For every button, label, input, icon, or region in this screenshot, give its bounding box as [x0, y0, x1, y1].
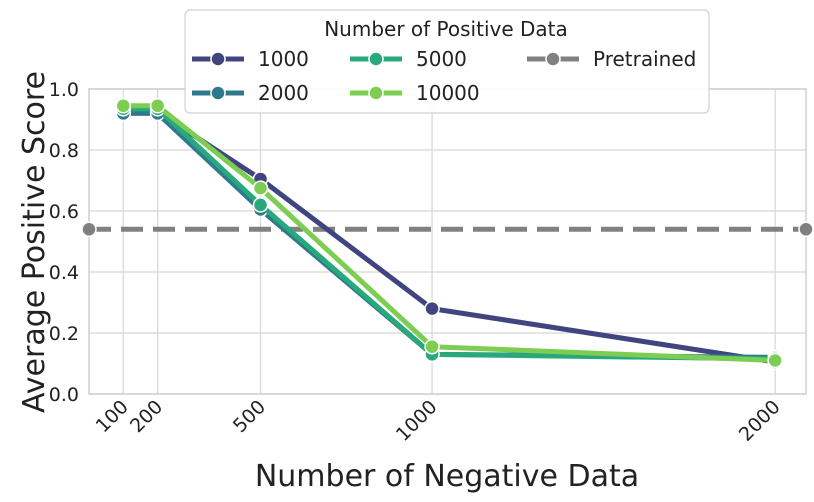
reference-lines — [81, 221, 814, 238]
legend-items: 1000 2000 5000 10000 Pretrained — [192, 47, 696, 105]
legend-label: 10000 — [416, 81, 480, 105]
x-axis-label: Number of Negative Data — [255, 459, 639, 494]
legend-label: 1000 — [258, 47, 309, 71]
series — [115, 98, 783, 370]
legend: Number of Positive Data 1000200050001000… — [184, 9, 710, 114]
reference-marker — [81, 221, 97, 238]
series-line — [123, 109, 776, 365]
reference-marker — [798, 221, 814, 238]
data-point — [767, 352, 783, 369]
legend-marker — [368, 51, 384, 67]
legend-marker — [210, 85, 226, 101]
x-tick-label: 2000 — [735, 396, 785, 446]
data-point — [252, 180, 269, 196]
y-tick-label: 0.0 — [49, 384, 79, 406]
legend-item-1000: 1000 — [192, 47, 309, 71]
data-point — [424, 300, 440, 317]
x-tick-label: 1000 — [392, 396, 442, 446]
data-point — [115, 98, 132, 114]
data-point — [424, 338, 440, 355]
y-tick-label: 0.8 — [49, 140, 79, 162]
legend-label: Pretrained — [593, 47, 696, 71]
series-1000 — [115, 104, 783, 370]
data-point — [252, 197, 269, 213]
y-tick-labels: 0.0 0.2 0.4 0.6 0.8 1.0 — [49, 79, 79, 406]
legend-marker — [545, 51, 561, 67]
x-tick-label: 500 — [229, 396, 270, 437]
y-axis-label: Average Positive Score — [17, 71, 52, 413]
legend-item-10000: 10000 — [350, 81, 480, 105]
legend-frame — [184, 9, 710, 114]
series-line — [123, 106, 776, 362]
y-tick-label: 0.6 — [49, 201, 79, 223]
legend-marker — [368, 85, 384, 101]
legend-title: Number of Positive Data — [324, 17, 568, 41]
legend-label: 5000 — [416, 47, 467, 71]
y-tick-label: 0.2 — [49, 323, 79, 345]
legend-item-Pretrained: Pretrained — [527, 47, 696, 71]
series-2000 — [115, 105, 783, 366]
x-tick-label: 200 — [126, 396, 167, 437]
series-10000 — [115, 98, 783, 369]
legend-label: 2000 — [258, 81, 309, 105]
series-5000 — [115, 101, 783, 367]
legend-item-2000: 2000 — [192, 81, 309, 105]
legend-marker — [210, 51, 226, 67]
series-line — [123, 103, 776, 363]
y-tick-label: 1.0 — [49, 79, 79, 101]
y-tick-label: 0.4 — [49, 262, 79, 284]
data-point — [149, 98, 166, 114]
legend-item-5000: 5000 — [350, 47, 467, 71]
x-tick-label: 100 — [92, 396, 133, 437]
